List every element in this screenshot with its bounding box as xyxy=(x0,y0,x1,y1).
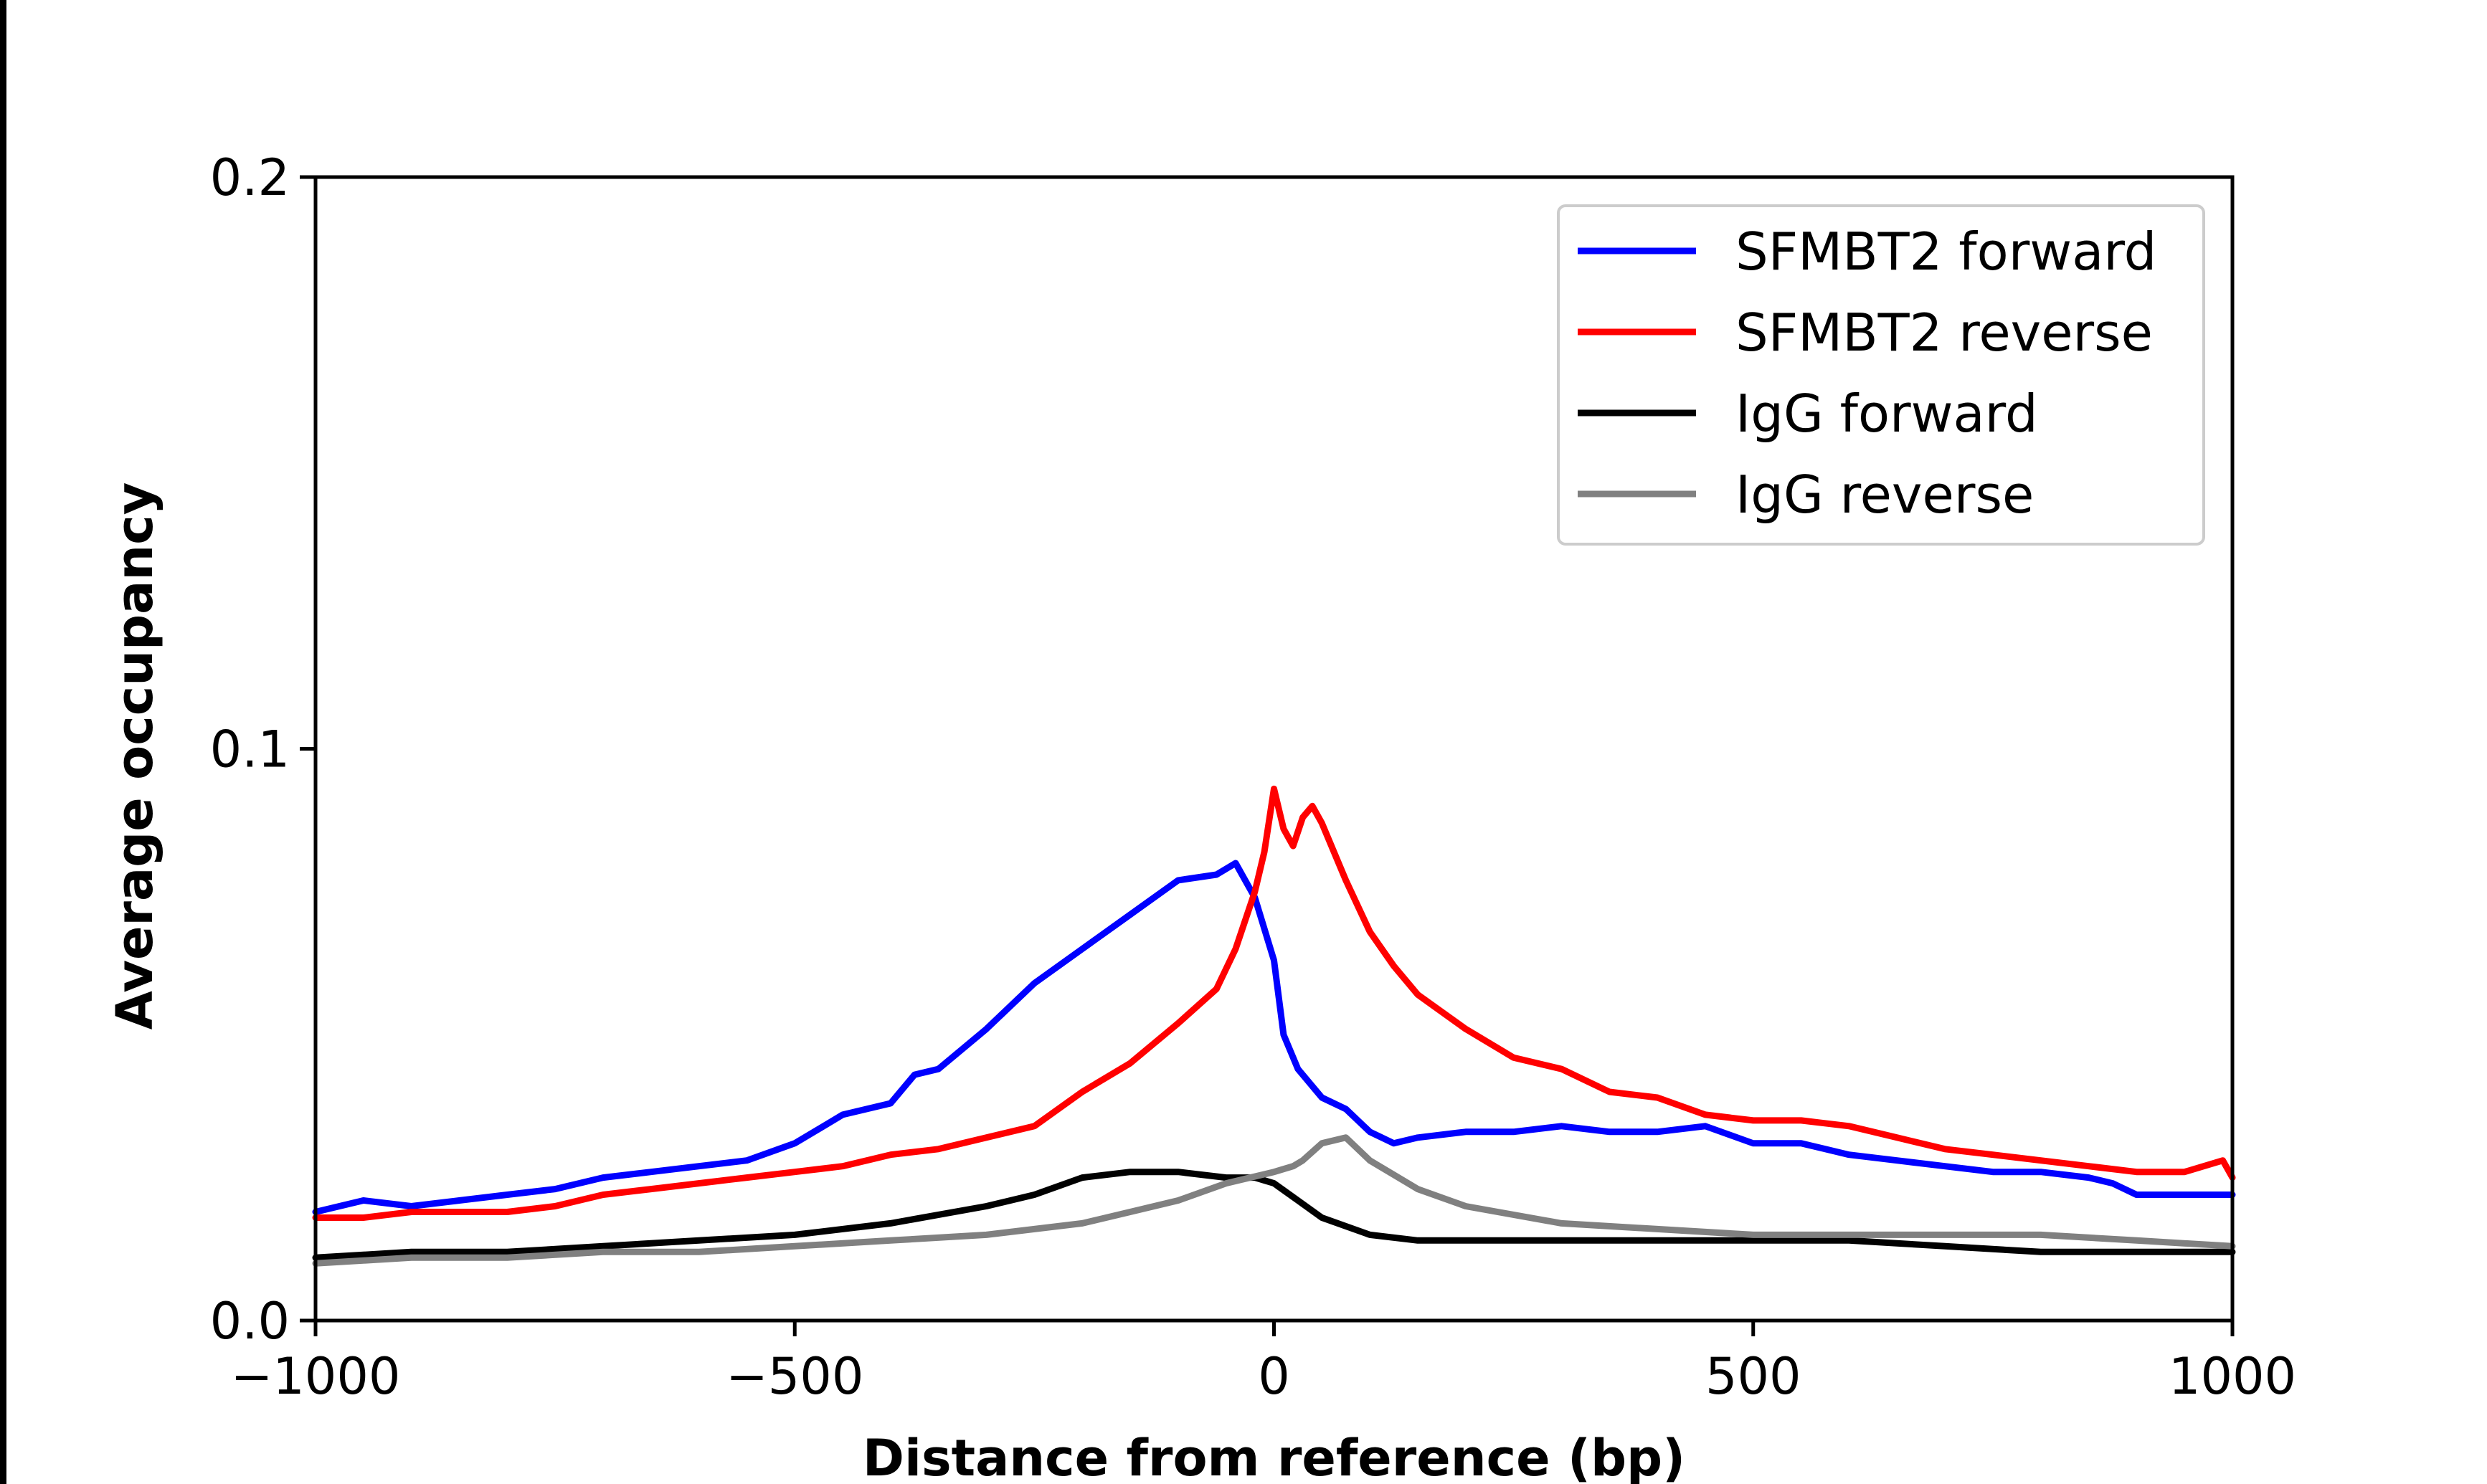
legend: SFMBT2 forward SFMBT2 reverse IgG forward I… xyxy=(1557,204,2205,546)
y-axis-ticks: 0.0 0.1 0.2 xyxy=(210,148,316,1351)
legend-label: IgG forward xyxy=(1735,384,2038,444)
series-line-1 xyxy=(312,860,2236,1215)
x-tick-label: −500 xyxy=(726,1347,863,1406)
x-axis-label: Distance from reference (bp) xyxy=(863,1429,1685,1484)
y-axis-label: Average occupancy xyxy=(105,482,164,1030)
series-layer xyxy=(312,785,2236,1267)
x-tick-label: 500 xyxy=(1705,1347,1801,1406)
legend-label: IgG reverse xyxy=(1735,465,2034,525)
legend-label: SFMBT2 forward xyxy=(1735,222,2156,282)
series-line-4 xyxy=(312,1134,2236,1267)
series-line-2 xyxy=(312,785,2236,1221)
y-tick-label: 0.2 xyxy=(210,148,290,207)
legend-label: SFMBT2 reverse xyxy=(1735,303,2153,363)
x-tick-label: −1000 xyxy=(231,1347,401,1406)
x-axis-ticks: −1000 −500 0 500 1000 xyxy=(231,1321,2296,1406)
x-tick-label: 0 xyxy=(1258,1347,1290,1406)
left-border xyxy=(0,0,6,1484)
series-line-3 xyxy=(312,1169,2236,1261)
x-tick-label: 1000 xyxy=(2169,1347,2296,1406)
y-tick-label: 0.1 xyxy=(210,720,290,779)
legend-box xyxy=(1557,204,2205,546)
y-tick-label: 0.0 xyxy=(210,1292,290,1351)
